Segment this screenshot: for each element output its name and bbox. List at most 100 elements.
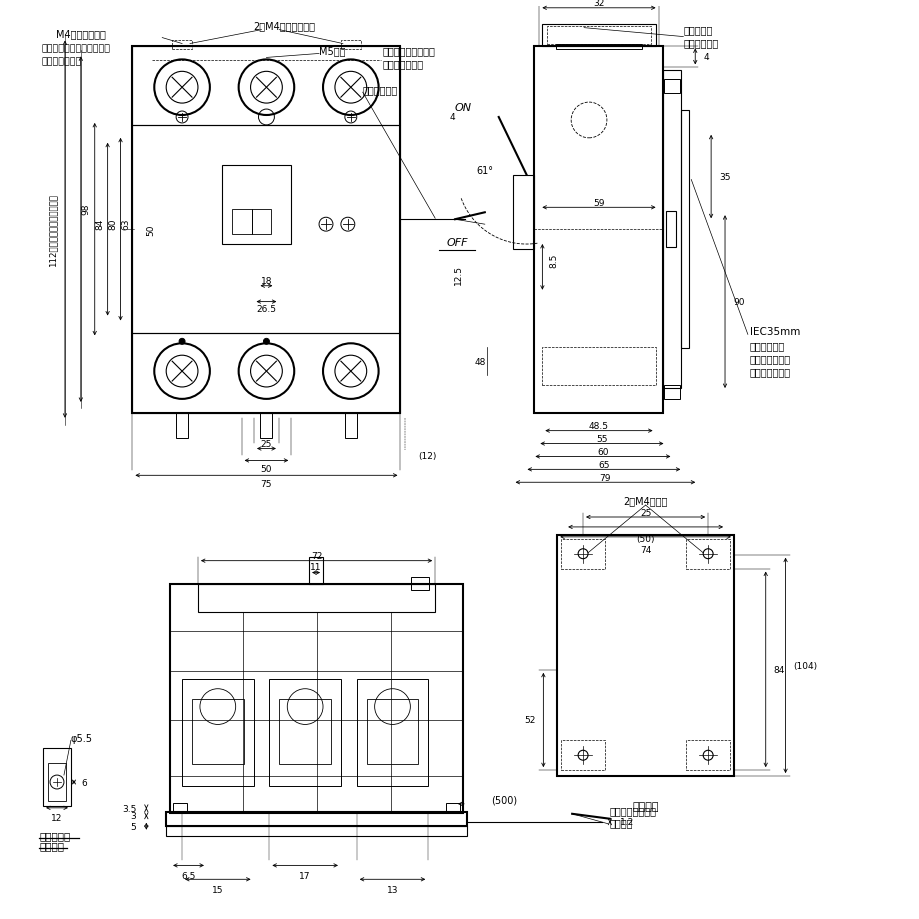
Text: 過電圧表示ボタン兼: 過電圧表示ボタン兼 — [382, 47, 435, 56]
Text: (12): (12) — [418, 451, 437, 460]
Bar — [173, 803, 187, 813]
Text: （取付金具：ご要求により: （取付金具：ご要求により — [41, 44, 110, 53]
Bar — [132, 334, 400, 414]
Bar — [132, 126, 400, 334]
Text: 2－M4ねじ穴: 2－M4ねじ穴 — [623, 495, 667, 505]
Text: （白色）: （白色） — [609, 817, 632, 827]
Text: 61°: 61° — [476, 165, 493, 176]
Text: 12.5: 12.5 — [453, 265, 462, 285]
Text: (500): (500) — [490, 795, 516, 805]
Bar — [411, 577, 429, 591]
Text: 2－M4ねじ取付用穴: 2－M4ねじ取付用穴 — [254, 22, 315, 31]
Text: 欠相検出リード線: 欠相検出リード線 — [609, 805, 656, 815]
Circle shape — [263, 339, 269, 345]
Bar — [556, 44, 641, 51]
Text: 26.5: 26.5 — [256, 305, 276, 313]
Bar — [48, 764, 66, 801]
Text: 60: 60 — [596, 448, 608, 457]
Bar — [686, 539, 729, 569]
Text: 8.5: 8.5 — [550, 254, 558, 267]
Text: 48: 48 — [473, 357, 485, 367]
Bar — [547, 27, 650, 44]
Text: レール取付具: レール取付具 — [749, 341, 784, 351]
Bar — [557, 535, 733, 777]
Bar — [345, 414, 357, 438]
Text: 25: 25 — [640, 508, 651, 517]
Bar — [132, 47, 400, 414]
Text: OFF: OFF — [446, 238, 467, 248]
Text: 79: 79 — [599, 473, 610, 482]
Text: 55: 55 — [596, 435, 607, 444]
Text: φ5.5: φ5.5 — [71, 733, 93, 743]
Text: 12: 12 — [51, 813, 62, 822]
Bar — [681, 111, 688, 349]
Bar — [542, 348, 655, 386]
Text: （ご要求により: （ご要求により — [749, 354, 790, 364]
Text: 74: 74 — [640, 545, 651, 554]
Text: M4ねじ取付用穴: M4ねじ取付用穴 — [56, 29, 106, 40]
Bar — [166, 811, 467, 826]
Text: 98: 98 — [81, 203, 90, 215]
Text: 18: 18 — [260, 277, 272, 286]
Bar — [341, 40, 360, 51]
Text: 4: 4 — [702, 53, 708, 62]
Text: 90: 90 — [732, 298, 743, 307]
Bar — [269, 679, 341, 786]
Text: 63: 63 — [121, 219, 130, 230]
Text: 漏電表示ボタン: 漏電表示ボタン — [382, 60, 424, 69]
Text: IEC35mm: IEC35mm — [749, 327, 800, 337]
Bar — [446, 803, 460, 813]
Text: 3: 3 — [130, 811, 136, 821]
Bar — [166, 826, 467, 835]
Text: 3.5: 3.5 — [122, 804, 136, 813]
Text: 35: 35 — [719, 173, 730, 182]
Bar — [542, 25, 655, 47]
Text: M5ねじ: M5ねじ — [319, 47, 346, 56]
Bar — [192, 698, 244, 765]
Text: (104): (104) — [793, 661, 817, 670]
Text: 84: 84 — [773, 665, 784, 675]
Text: 52: 52 — [524, 716, 535, 725]
Bar — [182, 679, 254, 786]
Bar — [132, 47, 400, 126]
Text: (50): (50) — [636, 534, 654, 543]
Bar — [176, 414, 187, 438]
Text: 5: 5 — [130, 822, 136, 831]
Text: 4: 4 — [448, 113, 454, 122]
Text: 6.5: 6.5 — [181, 871, 196, 880]
Bar — [512, 176, 534, 250]
Bar — [170, 584, 462, 813]
Text: 72: 72 — [311, 551, 322, 561]
Text: 80: 80 — [108, 219, 117, 230]
Text: 25: 25 — [260, 439, 272, 448]
Text: 65: 65 — [597, 460, 609, 470]
Text: せん孔図: せん孔図 — [631, 801, 658, 811]
Text: 48.5: 48.5 — [588, 422, 608, 431]
Bar — [279, 698, 331, 765]
Bar — [172, 40, 192, 51]
Bar — [43, 748, 71, 806]
Bar — [663, 72, 681, 389]
Text: 取付できます）: 取付できます） — [41, 57, 81, 66]
Text: 84: 84 — [95, 219, 104, 230]
Bar — [198, 584, 435, 613]
Text: 17: 17 — [299, 871, 311, 880]
Text: 32: 32 — [593, 0, 604, 8]
Text: 75: 75 — [260, 479, 272, 488]
Bar — [251, 210, 271, 235]
Text: 11: 11 — [310, 562, 322, 572]
Bar — [232, 210, 251, 235]
Text: 1.2: 1.2 — [619, 817, 633, 826]
Text: 取付できます）: 取付できます） — [749, 367, 790, 377]
Bar — [260, 414, 272, 438]
Bar — [664, 386, 680, 400]
Text: 50: 50 — [145, 224, 154, 235]
Bar — [561, 741, 605, 770]
Text: ON: ON — [454, 103, 471, 113]
Text: 巻帯加工圏: 巻帯加工圏 — [40, 831, 71, 841]
Bar — [309, 557, 323, 584]
Bar — [561, 539, 605, 569]
Bar — [664, 80, 680, 94]
Bar — [367, 698, 418, 765]
Text: 13: 13 — [386, 885, 398, 894]
